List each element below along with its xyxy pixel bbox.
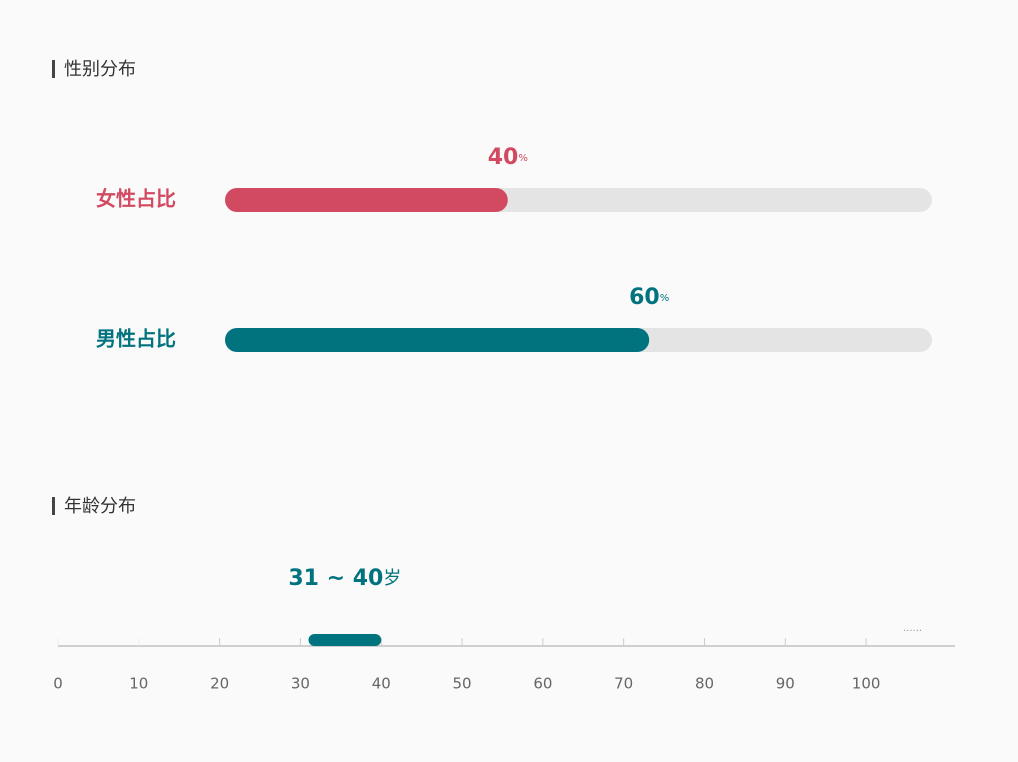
bar [225, 188, 508, 212]
x-tick-label: 80 [695, 675, 714, 693]
x-tick-label: 30 [291, 675, 310, 693]
x-tick-label: 10 [129, 675, 148, 693]
x-tick-label: 90 [776, 675, 795, 693]
x-tick-label: 70 [614, 675, 633, 693]
category-label: 男性占比 [96, 327, 176, 351]
x-tick-label: 60 [533, 675, 552, 693]
range-bar [308, 634, 382, 646]
x-tick-label: 20 [210, 675, 229, 693]
value-label: 40% [488, 145, 528, 170]
section-title: 年龄分布 [64, 496, 136, 517]
category-label: 女性占比 [96, 187, 176, 211]
section-marker [52, 60, 55, 78]
section-marker [52, 497, 55, 515]
bar [225, 328, 650, 352]
x-tick-label: 0 [53, 675, 63, 693]
more-dots: ...... [903, 623, 922, 634]
x-tick-label: 100 [852, 675, 881, 693]
value-label: 60% [629, 285, 669, 310]
range-label: 31 ~ 40岁 [288, 566, 401, 591]
x-tick-label: 40 [372, 675, 391, 693]
x-tick-label: 50 [453, 675, 472, 693]
section-title: 性别分布 [64, 59, 136, 80]
